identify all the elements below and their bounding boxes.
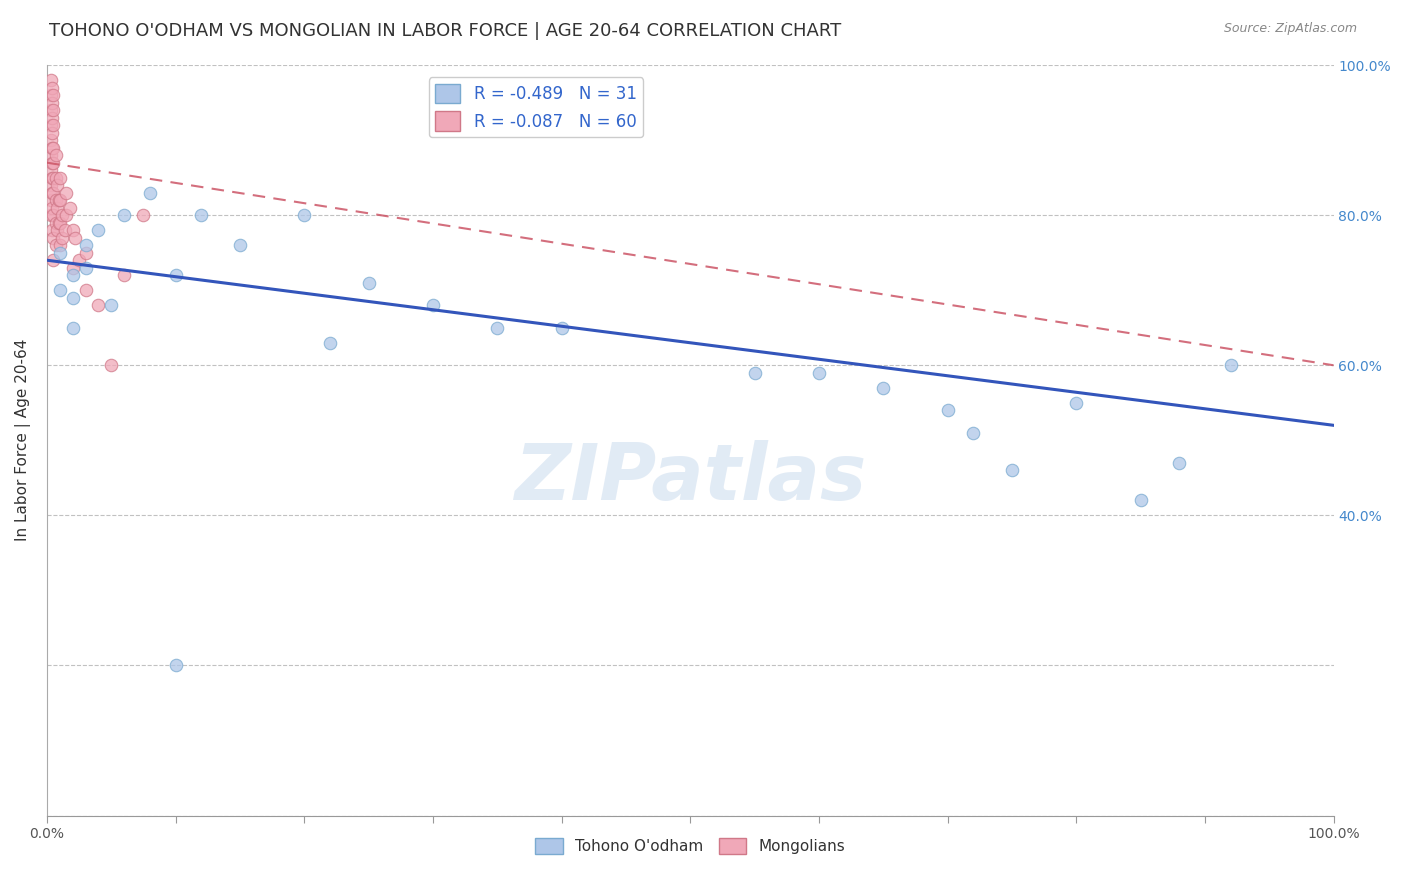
Point [39, 178, 62, 193]
Text: ZIPatlas: ZIPatlas [515, 440, 866, 516]
Point [45, 170, 67, 185]
Point [1064, 396, 1087, 410]
Point [49, 216, 72, 230]
Point [357, 276, 380, 290]
Point [49, 245, 72, 260]
Point [41, 126, 63, 140]
Point [49, 193, 72, 207]
Point [87, 223, 110, 237]
Point [45, 193, 67, 207]
Point [39, 148, 62, 162]
Point [139, 186, 162, 200]
Point [62, 291, 84, 305]
Point [39, 193, 62, 207]
Point [49, 170, 72, 185]
Point [49, 283, 72, 297]
Point [46, 201, 69, 215]
Point [49, 238, 72, 252]
Point [42, 230, 65, 244]
Point [62, 223, 84, 237]
Point [41, 80, 63, 95]
Point [75, 283, 97, 297]
Point [486, 320, 509, 334]
Point [190, 208, 212, 222]
Point [39, 118, 62, 132]
Point [41, 186, 63, 200]
Point [112, 208, 135, 222]
Point [962, 425, 984, 440]
Point [165, 658, 187, 673]
Point [65, 230, 87, 244]
Point [41, 155, 63, 169]
Point [229, 238, 252, 252]
Point [1129, 493, 1152, 508]
Point [45, 216, 67, 230]
Point [807, 366, 830, 380]
Point [45, 148, 67, 162]
Point [51, 230, 73, 244]
Point [39, 103, 62, 117]
Point [55, 208, 77, 222]
Point [744, 366, 766, 380]
Point [59, 201, 82, 215]
Point [422, 298, 444, 312]
Point [41, 223, 63, 237]
Point [42, 118, 65, 132]
Point [42, 170, 65, 185]
Point [550, 320, 572, 334]
Point [1001, 463, 1024, 477]
Y-axis label: In Labor Force | Age 20-64: In Labor Force | Age 20-64 [15, 339, 31, 541]
Point [39, 133, 62, 147]
Point [87, 298, 110, 312]
Point [112, 268, 135, 283]
Point [292, 208, 315, 222]
Point [42, 186, 65, 200]
Point [100, 358, 122, 372]
Point [48, 193, 70, 207]
Point [75, 245, 97, 260]
Point [67, 253, 90, 268]
Point [55, 186, 77, 200]
Point [42, 253, 65, 268]
Point [319, 335, 342, 350]
Point [1168, 456, 1191, 470]
Point [51, 208, 73, 222]
Point [48, 216, 70, 230]
Point [41, 201, 63, 215]
Point [45, 238, 67, 252]
Point [42, 208, 65, 222]
Point [53, 223, 76, 237]
Point [42, 141, 65, 155]
Point [132, 208, 155, 222]
Point [42, 103, 65, 117]
Point [75, 238, 97, 252]
Point [936, 403, 959, 417]
Point [41, 111, 63, 125]
Point [62, 260, 84, 275]
Point [42, 88, 65, 103]
Point [46, 178, 69, 193]
Point [39, 208, 62, 222]
Point [41, 95, 63, 110]
Legend: R = -0.489   N = 31, R = -0.087   N = 60: R = -0.489 N = 31, R = -0.087 N = 60 [429, 78, 643, 137]
Text: Source: ZipAtlas.com: Source: ZipAtlas.com [1223, 22, 1357, 36]
Point [46, 223, 69, 237]
Point [872, 381, 894, 395]
Point [39, 73, 62, 87]
Point [1219, 358, 1241, 372]
Point [39, 163, 62, 178]
Point [165, 268, 187, 283]
Point [75, 260, 97, 275]
Point [41, 170, 63, 185]
Point [42, 155, 65, 169]
Point [62, 320, 84, 334]
Point [100, 298, 122, 312]
Point [39, 88, 62, 103]
Point [62, 268, 84, 283]
Point [41, 141, 63, 155]
Text: TOHONO O'ODHAM VS MONGOLIAN IN LABOR FORCE | AGE 20-64 CORRELATION CHART: TOHONO O'ODHAM VS MONGOLIAN IN LABOR FOR… [49, 22, 841, 40]
